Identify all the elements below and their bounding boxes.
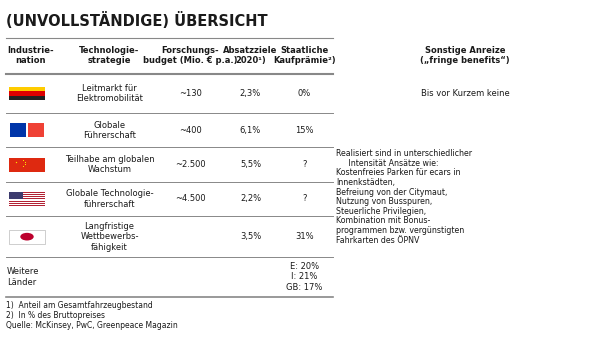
Text: Innenkstädten,: Innenkstädten,: [336, 178, 395, 187]
Text: Globale Technologie-
führerschaft: Globale Technologie- führerschaft: [65, 189, 154, 209]
Text: Fahrkarten des ÖPNV: Fahrkarten des ÖPNV: [336, 236, 419, 245]
Bar: [9, 194, 45, 195]
Text: 3,5%: 3,5%: [240, 232, 261, 241]
Bar: [9, 198, 45, 200]
Bar: [9, 205, 45, 206]
Text: 31%: 31%: [295, 232, 314, 241]
Text: 6,1%: 6,1%: [240, 126, 261, 135]
Text: Staatliche
Kaufprämie²): Staatliche Kaufprämie²): [273, 46, 336, 66]
Text: 0%: 0%: [298, 89, 311, 98]
Text: ~400: ~400: [179, 126, 202, 135]
Bar: [9, 91, 45, 96]
Text: ?: ?: [302, 160, 307, 169]
Bar: [9, 200, 45, 201]
Text: ?: ?: [302, 194, 307, 203]
Text: Forschungs-
budget (Mio. € p.a.): Forschungs- budget (Mio. € p.a.): [143, 46, 238, 66]
Text: Intensität Ansätze wie:: Intensität Ansätze wie:: [336, 159, 439, 168]
Text: (UNVOLLSTÄNDIGE) ÜBERSICHT: (UNVOLLSTÄNDIGE) ÜBERSICHT: [6, 12, 268, 29]
Bar: [9, 195, 45, 196]
Text: Steuerliche Privilegien,: Steuerliche Privilegien,: [336, 207, 426, 216]
Text: ~4.500: ~4.500: [175, 194, 206, 203]
Text: Kostenfreies Parken für ecars in: Kostenfreies Parken für ecars in: [336, 168, 461, 177]
Text: Langfristige
Wettbewerbs-
fähigkeit: Langfristige Wettbewerbs- fähigkeit: [80, 222, 139, 251]
Text: ~2.500: ~2.500: [175, 160, 206, 169]
Text: ~130: ~130: [179, 89, 202, 98]
Text: Teilhabe am globalen
Wachstum: Teilhabe am globalen Wachstum: [65, 155, 154, 174]
Bar: [9, 202, 45, 203]
Text: 2,3%: 2,3%: [240, 89, 261, 98]
Text: Leitmarkt für
Elektromobilität: Leitmarkt für Elektromobilität: [76, 84, 143, 103]
Text: Absatzziele
2020¹): Absatzziele 2020¹): [223, 46, 278, 66]
Text: 15%: 15%: [295, 126, 314, 135]
Text: Globale
Führerschaft: Globale Führerschaft: [83, 121, 136, 140]
Text: Industrie-
nation: Industrie- nation: [7, 46, 54, 66]
Bar: [28, 123, 44, 137]
Text: programmen bzw. vergünstigten: programmen bzw. vergünstigten: [336, 226, 464, 235]
Text: Realisiert sind in unterschiedlicher: Realisiert sind in unterschiedlicher: [336, 149, 472, 158]
Bar: [9, 201, 45, 202]
Bar: [9, 197, 45, 198]
Text: 2)  In % des Bruttopreises: 2) In % des Bruttopreises: [6, 311, 105, 320]
Text: Kombination mit Bonus-: Kombination mit Bonus-: [336, 216, 430, 225]
Bar: [9, 196, 45, 197]
Text: E: 20%
I: 21%
GB: 17%: E: 20% I: 21% GB: 17%: [286, 262, 323, 292]
Text: Quelle: McKinsey, PwC, Greenpeace Magazin: Quelle: McKinsey, PwC, Greenpeace Magazi…: [6, 321, 178, 330]
Text: Bis vor Kurzem keine: Bis vor Kurzem keine: [421, 89, 509, 98]
Text: Weitere
Länder: Weitere Länder: [7, 267, 40, 287]
Circle shape: [20, 233, 34, 240]
Bar: [9, 192, 23, 200]
Bar: [9, 203, 45, 204]
Text: Technologie-
strategie: Technologie- strategie: [79, 46, 140, 66]
Bar: [9, 158, 45, 172]
Text: Befreiung von der Citymaut,: Befreiung von der Citymaut,: [336, 188, 448, 197]
Bar: [9, 192, 45, 193]
Bar: [9, 87, 45, 91]
Text: 2,2%: 2,2%: [240, 194, 261, 203]
Text: 1)  Anteil am Gesamtfahrzeugbestand: 1) Anteil am Gesamtfahrzeugbestand: [6, 301, 153, 310]
Bar: [9, 204, 45, 205]
Bar: [9, 230, 45, 244]
Bar: [9, 96, 45, 100]
Text: 5,5%: 5,5%: [240, 160, 261, 169]
Bar: [10, 123, 26, 137]
Bar: [9, 193, 45, 194]
Text: Nutzung von Busspuren,: Nutzung von Busspuren,: [336, 197, 432, 206]
Text: Sonstige Anreize
(„fringe benefits“): Sonstige Anreize („fringe benefits“): [420, 46, 510, 66]
